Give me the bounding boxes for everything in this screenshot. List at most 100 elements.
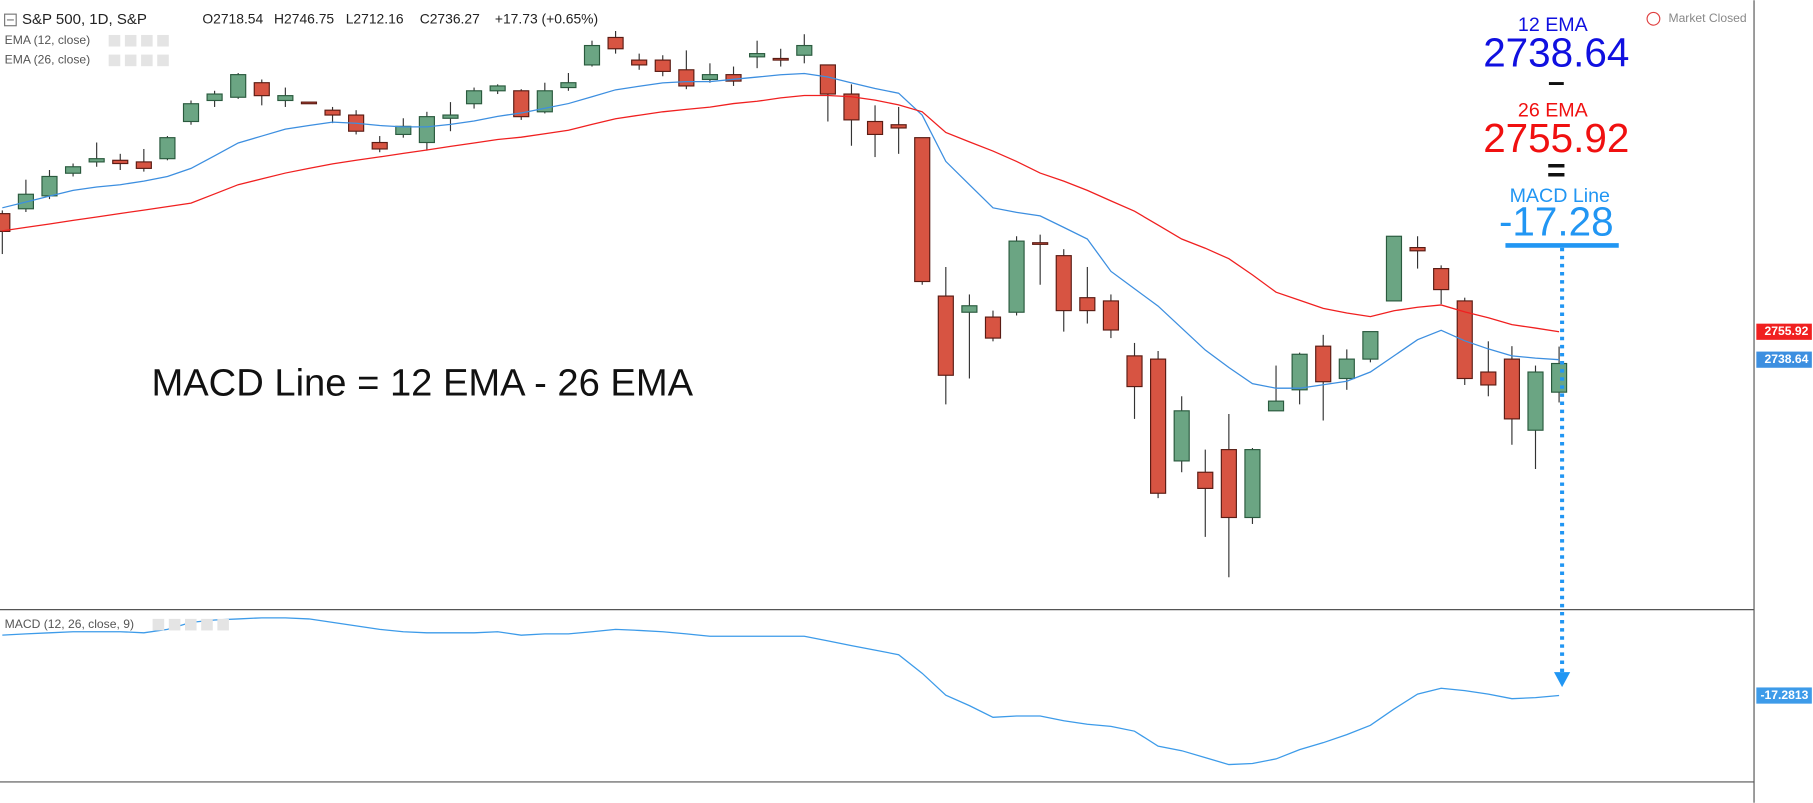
annotation: – [1548,65,1565,98]
candle-body [1315,345,1332,383]
symbol-title: S&P 500, 1D, S&P [22,11,147,28]
candle-body [819,64,836,95]
legend-entry[interactable]: EMA (12, close) [5,33,91,47]
candle-body [866,120,884,136]
candle-body [749,53,766,58]
formula-annotation: MACD Line = 12 EMA - 26 EMA [151,361,693,404]
series-line [2,94,1560,333]
collapse-icon[interactable] [4,13,17,27]
value-tag [1756,351,1812,368]
legend-entry[interactable]: EMA (26, close) [5,53,91,67]
candle-body [1291,353,1308,391]
legend-entry[interactable]: MACD (12, 26, close, 9) [5,617,134,631]
legend-icons [108,34,229,631]
candle-body [159,137,176,160]
candle-body [64,166,82,174]
annotation: = [1547,152,1566,188]
axes: 2738.64 2755.92 -17.2813 [1756,323,1812,704]
candle-body [961,305,978,313]
candle-body [230,74,247,98]
candle-body [489,85,506,92]
candle-body [395,125,412,136]
annotation: 2755.92 [1483,115,1629,161]
candle-body [300,101,318,105]
candle-body [1244,449,1261,519]
candle-body [1267,400,1285,412]
value-tag-label: -17.2813 [1761,688,1809,702]
candle-body [772,57,789,61]
candle-body [796,44,813,56]
candle-body [182,103,200,123]
candle-body [0,213,11,232]
candle-body [206,93,223,102]
candle-body [513,90,530,118]
value-tag [1756,687,1812,704]
candle-body [112,159,129,165]
candle-body [1126,355,1143,388]
candle-body [253,82,270,97]
ohlc-low: L2712.16 [346,11,404,27]
candle-body [1385,235,1403,302]
candle-body [324,109,341,116]
candle-body [1055,255,1072,312]
marks [0,30,1568,766]
candle-body [1338,358,1355,380]
candle-body [536,90,553,113]
annotation: 26 EMA [1518,99,1589,121]
ohlc-close: C2736.27 [420,11,480,27]
market-status: Market Closed [1668,11,1746,25]
candle-body [1550,362,1568,393]
candle-body [1409,246,1426,252]
candle-body [1102,300,1120,331]
annotation: 12 EMA [1518,14,1589,36]
candle-body [914,137,931,283]
candle-body [984,316,1002,339]
annotation: 2738.64 [1483,29,1629,75]
ohlc-high: H2746.75 [274,11,334,27]
series-line [2,72,1560,389]
candle-body [654,59,671,72]
candle-body [465,90,483,105]
candle-body [607,36,624,50]
value-tag-label: 2738.64 [1765,352,1809,366]
candle-body [1220,449,1237,519]
annotation: MACD Line [1510,185,1610,207]
candle-body [1480,371,1497,386]
candle-body [1008,240,1025,313]
candle-body [631,59,648,66]
candle-body [843,93,860,121]
candle-body [725,74,742,82]
candle-body [678,69,695,87]
candle-body [1433,268,1450,291]
annotation-arrowhead [1554,672,1571,688]
candle-body [583,44,601,66]
candle-body [1503,358,1521,420]
value-tag-label: 2755.92 [1765,324,1809,338]
candle-body [135,161,152,169]
candle-body [560,82,577,89]
annotation: -17.28 [1499,198,1614,244]
candle-body [418,116,435,144]
candle-body [937,295,954,376]
candle-body [1150,358,1167,494]
candle-body [1456,300,1473,380]
candle-body [1079,297,1096,312]
candle-body [890,124,907,129]
candle-body [1362,331,1379,360]
ohlc-open: O2718.54 [202,11,263,27]
candle-body [277,95,294,102]
value-tag [1756,323,1812,340]
status-icon [1646,11,1661,26]
candle-body [371,141,388,150]
candle-body [1527,371,1544,431]
candle-body [1032,242,1049,245]
candle-body [41,175,58,197]
candle-body [442,114,459,119]
series-line [2,617,1560,766]
candle-body [1197,471,1214,489]
candle-body [88,158,105,163]
ohlc-change: +17.73 (+0.65%) [495,11,598,27]
candle-body [701,74,719,81]
candle-body [1173,410,1190,462]
